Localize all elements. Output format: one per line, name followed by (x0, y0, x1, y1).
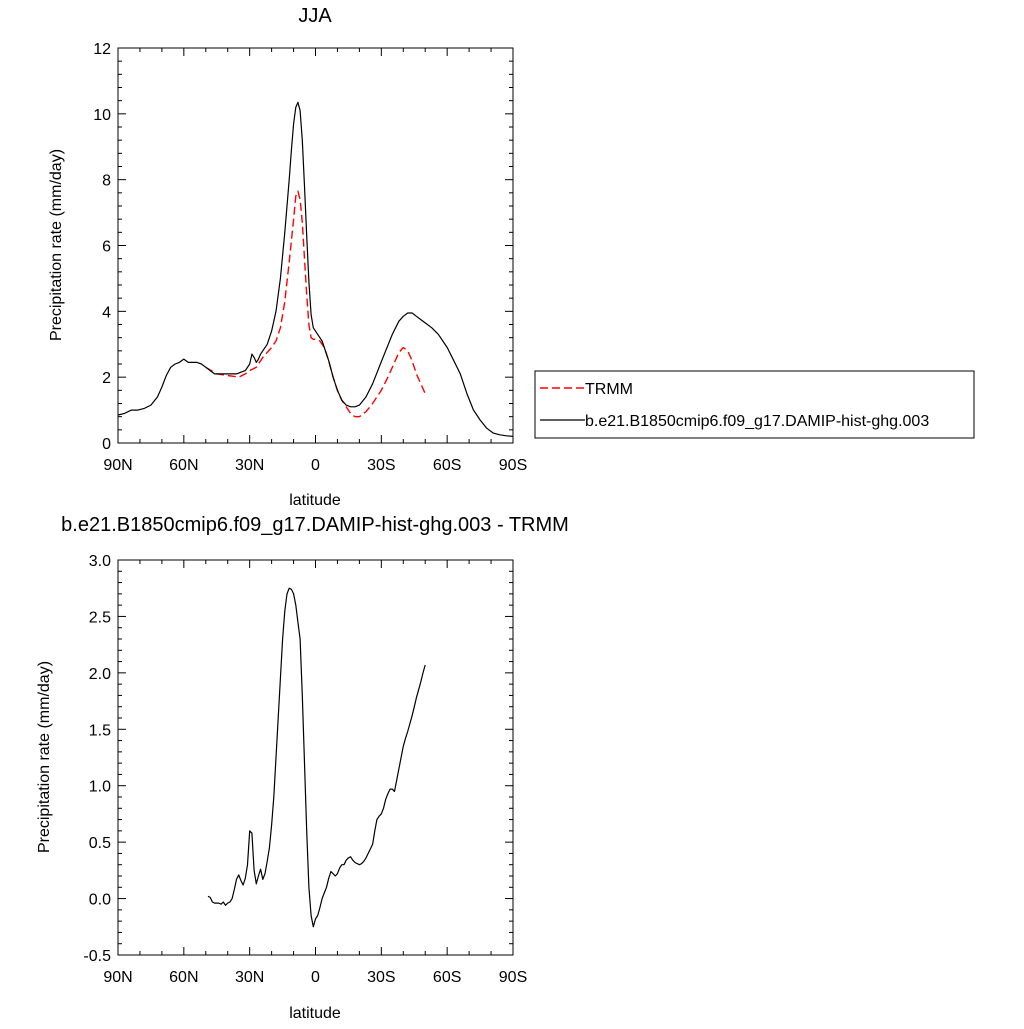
series-line-top-0 (205, 190, 426, 418)
chart-title-top: JJA (298, 5, 332, 27)
x-tick-label: 30S (367, 457, 395, 474)
x-tick-label: 60N (169, 457, 198, 474)
x-tick-label: 60N (169, 969, 198, 986)
series-line-top-1 (117, 101, 514, 437)
y-tick-label: 6 (102, 239, 111, 256)
x-tick-label: 60S (433, 969, 461, 986)
y-tick-label: 2.0 (89, 666, 111, 683)
panel-bottom: b.e21.B1850cmip6.f09_g17.DAMIP-hist-ghg.… (36, 514, 569, 1022)
chart-title-bottom: b.e21.B1850cmip6.f09_g17.DAMIP-hist-ghg.… (61, 514, 569, 536)
y-tick-label: -0.5 (83, 948, 111, 965)
series-layer-bottom (207, 587, 426, 928)
y-tick-label: 12 (93, 41, 111, 58)
y-tick-label: 0 (102, 436, 111, 453)
panel-top: JJA 90N 60N 30N 0 30S 60S 90S 0 2 4 6 8 10 12 latitud… (48, 5, 975, 509)
x-tick-label: 0 (311, 457, 320, 474)
legend-label-trmm: TRMM (585, 381, 633, 398)
y-tick-label: 1.5 (89, 722, 111, 739)
y-tick-label: 8 (102, 173, 111, 190)
y-tick-label: 0.5 (89, 835, 111, 852)
y-tick-label: 3.0 (89, 553, 111, 570)
x-tick-label: 60S (433, 457, 461, 474)
y-tick-label: 10 (93, 107, 111, 124)
y-axis-label-bottom: Precipitation rate (mm/day) (36, 661, 53, 853)
x-tick-label: 90S (499, 969, 527, 986)
legend: TRMM b.e21.B1850cmip6.f09_g17.DAMIP-hist… (534, 370, 975, 439)
series-layer-top (117, 101, 514, 437)
x-tick-label: 90N (103, 457, 132, 474)
axis-ticks-top: 90N 60N 30N 0 30S 60S 90S 0 2 4 6 8 10 12 (93, 41, 527, 474)
y-axis-label-top: Precipitation rate (mm/day) (48, 149, 65, 341)
y-tick-label: 4 (102, 304, 111, 321)
x-tick-label: 30N (235, 457, 264, 474)
x-tick-label: 90S (499, 457, 527, 474)
legend-box (534, 370, 975, 439)
y-tick-label: 1.0 (89, 779, 111, 796)
x-tick-label: 0 (311, 969, 320, 986)
x-axis-label-bottom: latitude (289, 1005, 341, 1022)
x-tick-label: 30N (235, 969, 264, 986)
x-axis-label-top: latitude (289, 492, 341, 509)
axis-ticks-bottom: 90N 60N 30N 0 30S 60S 90S -0.5 0.0 0.5 1.0 1.5 2.0 2.… (83, 553, 527, 986)
x-tick-label: 90N (103, 969, 132, 986)
x-tick-label: 30S (367, 969, 395, 986)
y-tick-label: 2 (102, 370, 111, 387)
y-tick-label: 2.5 (89, 609, 111, 626)
series-line-bottom-0 (207, 587, 426, 928)
legend-label-model: b.e21.B1850cmip6.f09_g17.DAMIP-hist-ghg.… (585, 413, 929, 430)
y-tick-label: 0.0 (89, 892, 111, 909)
